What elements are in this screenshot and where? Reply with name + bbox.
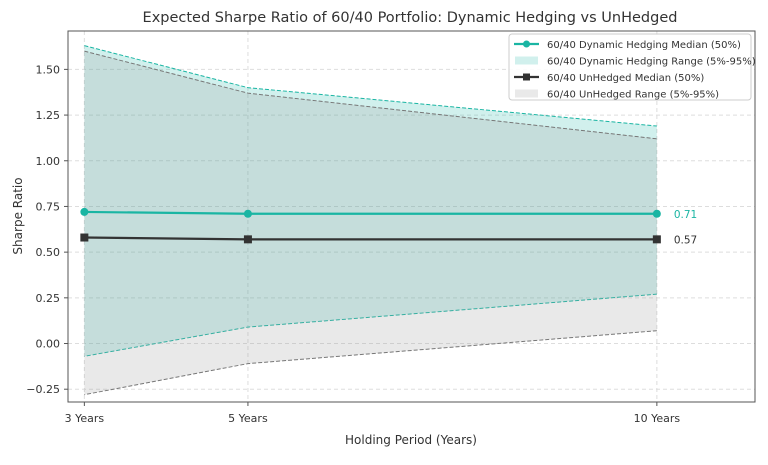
legend-label: 60/40 UnHedged Median (50%) xyxy=(547,73,704,84)
range-upper-edge xyxy=(84,50,657,140)
grid xyxy=(68,31,755,402)
x-tick-label: 10 Years xyxy=(634,412,681,425)
y-tick-label: −0.25 xyxy=(26,383,60,396)
y-tick-label: 0.50 xyxy=(36,246,61,259)
range-upper-edge xyxy=(84,45,657,127)
y-tick-label: 1.25 xyxy=(36,109,61,122)
data-point xyxy=(80,233,89,242)
data-point xyxy=(243,235,252,244)
x-axis-label: Holding Period (Years) xyxy=(345,433,477,447)
data-label: 0.71 xyxy=(674,209,697,221)
legend-band-swatch xyxy=(515,89,538,98)
x-tick-label: 3 Years xyxy=(65,412,105,425)
y-tick-label: 1.50 xyxy=(36,63,61,76)
range-lower-edge xyxy=(84,293,657,357)
x-tick-label: 5 Years xyxy=(228,412,268,425)
legend-label: 60/40 UnHedged Range (5%-95%) xyxy=(547,90,719,101)
legend: 60/40 Dynamic Hedging Median (50%) 60/40 … xyxy=(508,33,756,101)
plot-frame xyxy=(67,30,756,403)
range-lower-edge xyxy=(84,330,657,396)
y-axis-ticks: −0.25 0.00 0.25 0.50 0.75 1.00 1.25 1.50 xyxy=(26,63,68,396)
range-bands xyxy=(84,45,657,396)
data-label: 0.57 xyxy=(674,234,697,246)
data-point xyxy=(652,235,661,244)
data-point xyxy=(80,207,89,216)
x-axis-ticks: 3 Years 5 Years 10 Years xyxy=(65,402,681,425)
range-band xyxy=(84,51,657,395)
legend-marker xyxy=(523,40,530,48)
range-band xyxy=(84,45,657,357)
data-point xyxy=(652,209,661,218)
y-tick-label: 0.25 xyxy=(36,292,61,305)
chart-title: Expected Sharpe Ratio of 60/40 Portfolio… xyxy=(143,10,678,26)
legend-label: 60/40 Dynamic Hedging Range (5%-95%) xyxy=(547,57,756,68)
legend-marker xyxy=(523,73,530,81)
legend-label: 60/40 Dynamic Hedging Median (50%) xyxy=(547,40,741,51)
y-tick-label: 0.75 xyxy=(36,200,61,213)
annotations: 0.71 0.57 xyxy=(674,209,697,247)
y-tick-label: 1.00 xyxy=(36,155,61,168)
y-axis-label: Sharpe Ratio xyxy=(11,177,25,254)
legend-box xyxy=(508,33,752,101)
legend-band-swatch xyxy=(515,56,538,65)
median-lines xyxy=(80,207,661,244)
data-point xyxy=(243,209,252,218)
y-tick-label: 0.00 xyxy=(36,338,61,351)
